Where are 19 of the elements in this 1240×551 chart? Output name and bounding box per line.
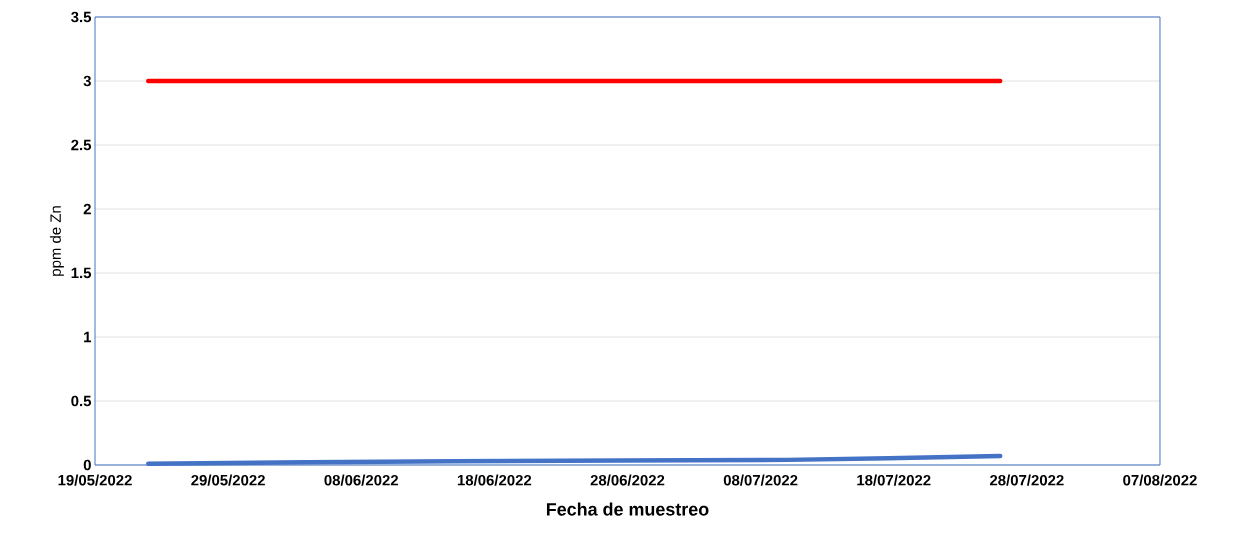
x-tick-label: 19/05/2022 bbox=[58, 474, 132, 486]
x-tick-label: 18/06/2022 bbox=[457, 474, 532, 486]
y-tick-label: 0 bbox=[83, 459, 91, 471]
y-axis-title: ppm de Zn bbox=[49, 206, 64, 276]
y-tick-label: 3 bbox=[83, 75, 91, 87]
x-tick-label: 07/08/2022 bbox=[1123, 474, 1197, 486]
y-tick-label: 3.5 bbox=[71, 11, 92, 23]
x-tick-label: 08/07/2022 bbox=[723, 474, 798, 486]
y-tick-label: 2.5 bbox=[71, 139, 92, 151]
x-tick-label: 08/06/2022 bbox=[324, 474, 399, 486]
x-tick-label: 18/07/2022 bbox=[857, 474, 931, 486]
x-tick-label: 28/06/2022 bbox=[590, 474, 665, 486]
x-axis-title: Fecha de muestreo bbox=[546, 502, 709, 516]
y-tick-label: 1.5 bbox=[71, 267, 92, 279]
y-tick-label: 1 bbox=[84, 331, 92, 343]
y-tick-label: 2 bbox=[83, 203, 91, 215]
x-tick-label: 28/07/2022 bbox=[989, 474, 1064, 486]
y-tick-label: 0.5 bbox=[71, 395, 92, 407]
x-tick-label: 29/05/2022 bbox=[191, 474, 265, 486]
